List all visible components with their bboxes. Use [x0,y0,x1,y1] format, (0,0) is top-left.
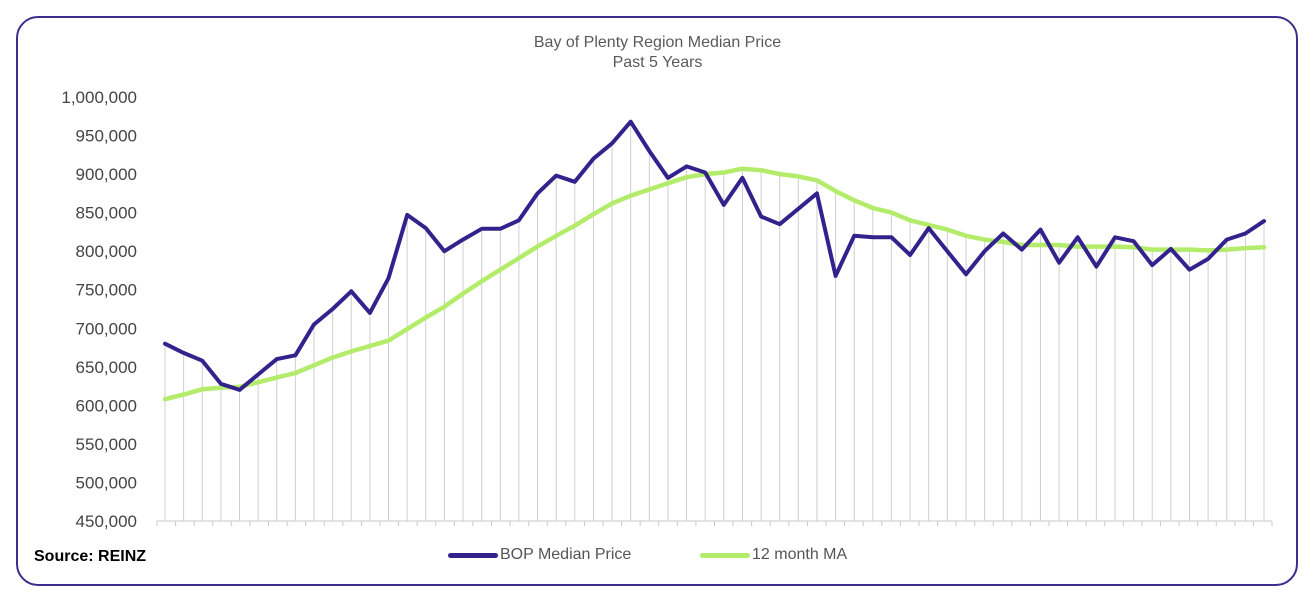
y-tick-label: 600,000 [76,396,137,415]
legend-item-bop: BOP Median Price [448,546,631,564]
y-tick-label: 1,000,000 [61,88,137,107]
legend-label-bop: BOP Median Price [500,546,632,563]
y-tick-label: 800,000 [76,242,137,261]
y-axis: 1,000,000 950,000 900,000 850,000 800,000 750… [61,88,137,531]
y-tick-label: 450,000 [76,512,137,531]
chart-frame [16,16,1298,586]
legend-label-ma: 12 month MA [752,546,848,563]
y-tick-label: 900,000 [76,165,137,184]
y-tick-label: 500,000 [76,473,137,492]
source-note: Source: REINZ [34,548,147,565]
vertical-gridlines [156,121,1273,526]
y-tick-label: 850,000 [76,204,137,223]
y-tick-label: 700,000 [76,319,137,338]
chart-title: Bay of Plenty Region Median Price [533,34,782,51]
y-tick-label: 650,000 [76,358,137,377]
series-lines [162,119,1267,402]
series-line-12-month-ma [162,166,1267,402]
chart-subtitle: Past 5 Years [612,54,703,71]
series-line-bop-median-price [163,119,1266,392]
legend-swatch-bop [448,552,498,558]
y-tick-label: 950,000 [76,127,137,146]
legend-item-ma: 12 month MA [700,546,847,564]
y-tick-label: 550,000 [76,435,137,454]
y-tick-label: 750,000 [76,281,137,300]
legend-swatch-ma [700,552,750,558]
